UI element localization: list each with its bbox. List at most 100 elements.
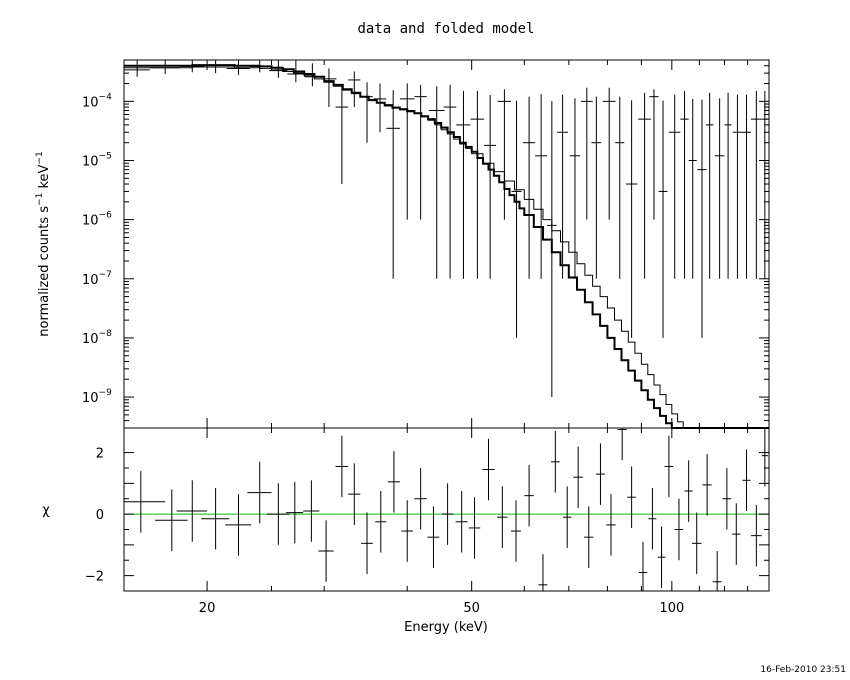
y-tick-label: 10−8 [82,329,112,347]
data-point [649,89,659,220]
y-tick-label: 10−6 [82,211,112,229]
data-point [470,90,485,279]
residual-point [414,467,427,530]
residual-point [648,487,657,550]
data-point [724,92,732,279]
data-point [428,86,445,279]
data-point [348,71,361,108]
residual-point [455,491,468,553]
x-tick-label: 20 [199,601,216,616]
data-point [668,94,681,279]
data-point [615,96,625,279]
residual-point [303,480,320,542]
residual-point [247,461,272,524]
y-tick-label: 10−7 [82,270,112,288]
data-point [750,90,762,279]
data-point [361,82,373,143]
residual-point [627,466,636,528]
residual-point [573,446,583,508]
data-point [149,60,180,74]
data-point [569,98,581,279]
residual-point [361,512,373,575]
residual-point [712,551,722,591]
model-curve-thick [124,64,769,429]
residual-panel: 20−2 20 50 100 χ Energy (keV) [42,427,770,635]
residual-point [482,438,495,501]
data-point [580,87,593,220]
residual-y-ticks: 2 0 −2 [85,447,769,585]
residual-point [176,480,208,542]
residual-point [638,541,648,591]
y-label-main: normalized counts s [37,206,52,337]
spectrum-y-axis-label: normalized counts s−1 keV−1 [35,151,52,336]
y-tick-label: 2 [96,447,104,462]
residual-point [401,500,413,562]
model-curve-thin [124,66,769,429]
data-point [638,92,651,279]
residual-point [761,428,768,487]
residual-point [266,483,290,545]
residual-point [538,554,548,591]
residual-point [348,463,361,525]
data-point [557,94,569,279]
y-tick-label: 0 [96,508,104,523]
data-point [443,84,457,279]
data-point [688,98,697,279]
residual-point [427,506,440,568]
residual-point [584,506,594,568]
residual-point [468,497,481,559]
timestamp: 16-Feb-2010 23:51 [760,665,846,675]
residual-point [702,454,712,516]
data-point [484,95,497,279]
data-point [522,96,536,279]
chart-title: data and folded model [357,21,534,37]
data-point [535,94,547,279]
residual-point [664,435,674,498]
data-point [335,86,349,185]
spectrum-frame [123,59,770,429]
residual-point [441,483,454,545]
residual-point [722,467,732,530]
residual-point [691,512,702,575]
spectrum-data-points [124,60,768,398]
data-point [414,84,427,220]
data-point [761,90,768,279]
residual-point [684,460,693,522]
data-point [124,60,150,77]
data-point [269,60,288,78]
residual-point [657,526,666,588]
spectrum-x-ticks [123,60,770,428]
y-label-exp1: −1 [35,193,45,206]
residual-point [606,494,616,556]
data-point [658,100,668,338]
y-label-mid: keV [37,164,52,192]
residual-point [595,443,605,505]
data-point [625,100,638,338]
spectrum-y-ticks: 10−4 10−5 10−6 10−7 10−8 10−9 [82,59,769,429]
residual-point [318,520,334,582]
data-point [714,98,725,279]
residual-point [375,491,387,553]
y-tick-label: 10−9 [82,388,112,406]
residual-y-axis-label: χ [42,503,50,518]
data-point [741,94,751,279]
data-point [497,89,512,220]
residual-point [387,451,400,513]
residual-point [511,500,521,562]
residual-data-points [124,428,768,591]
data-point [511,100,522,338]
data-point [705,92,714,279]
residual-point [563,486,572,548]
y-tick-label: 10−4 [82,92,112,110]
y-tick-label: −2 [85,570,104,585]
data-point [732,94,742,279]
x-tick-label: 100 [659,601,684,616]
x-axis-label: Energy (keV) [404,620,488,635]
data-point [321,68,337,108]
residual-point [732,503,741,565]
data-point [386,90,400,279]
spectrum-panel: 10−4 10−5 10−6 10−7 10−8 10−9 normalized coun… [35,59,770,429]
data-point [591,96,602,279]
residual-point [524,464,534,527]
residual-point [225,494,252,556]
